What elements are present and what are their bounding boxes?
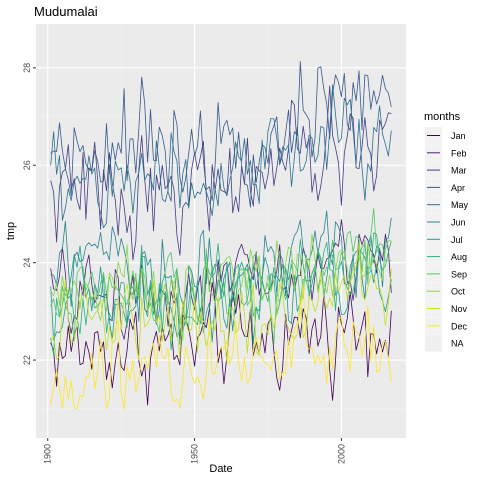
- legend: months Jan Feb Mar Apr May Jun Jul Aug Sep Oct Nov…: [424, 111, 469, 352]
- series-line-aug: [50, 232, 392, 356]
- legend-label-may: May: [451, 200, 469, 210]
- legend-label-apr: Apr: [451, 183, 465, 193]
- series-line-dec: [50, 284, 392, 410]
- series-line-jun: [50, 210, 392, 325]
- series-lines: [50, 61, 392, 410]
- legend-label-sep: Sep: [451, 269, 467, 279]
- legend-label-jan: Jan: [451, 131, 466, 141]
- legend-label-jun: Jun: [451, 218, 466, 228]
- axes: 1900 1950 2000 22 24 26 28: [22, 63, 346, 464]
- series-line-mar: [50, 85, 392, 261]
- legend-key-na: [425, 334, 442, 352]
- legend-label-na: NA: [451, 339, 464, 349]
- y-tick-label: 28: [22, 63, 32, 73]
- legend-label-mar: Mar: [451, 166, 467, 176]
- series-line-may: [50, 84, 392, 229]
- legend-title: months: [424, 111, 461, 123]
- legend-label-oct: Oct: [451, 287, 466, 297]
- x-tick-label: 1900: [43, 444, 53, 464]
- grid: [36, 24, 406, 438]
- legend-label-jul: Jul: [451, 235, 463, 245]
- legend-label-aug: Aug: [451, 252, 467, 262]
- legend-label-feb: Feb: [451, 148, 467, 158]
- series-line-apr: [50, 61, 392, 208]
- chart-title: Mudumalai: [34, 4, 98, 19]
- y-tick-label: 26: [22, 160, 32, 170]
- y-tick-label: 22: [22, 355, 32, 365]
- series-line-sep: [50, 208, 392, 344]
- legend-label-dec: Dec: [451, 321, 468, 331]
- y-axis-title: tmp: [5, 222, 17, 240]
- y-tick-label: 24: [22, 258, 32, 268]
- x-tick-label: 2000: [336, 444, 346, 464]
- series-line-nov: [50, 241, 392, 364]
- legend-label-nov: Nov: [451, 304, 468, 314]
- x-tick-label: 1950: [190, 444, 200, 464]
- x-axis-title: Date: [209, 463, 232, 475]
